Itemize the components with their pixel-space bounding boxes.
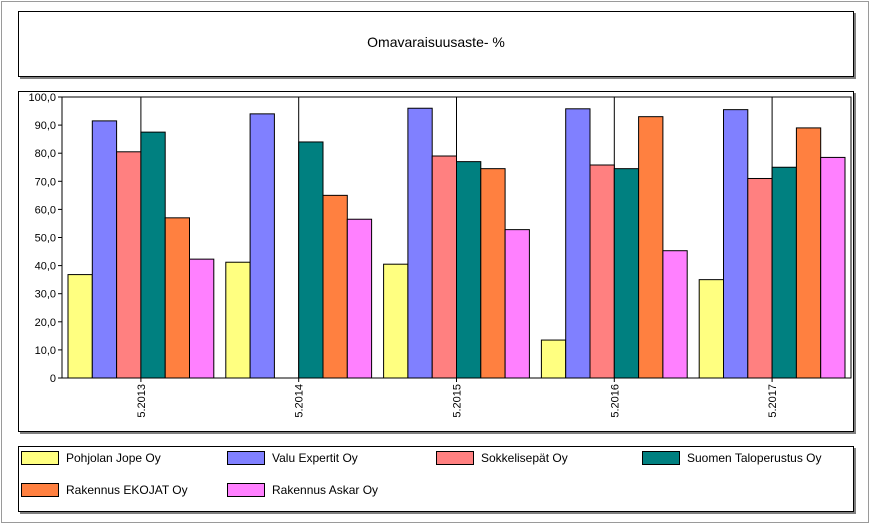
bar — [771, 166, 797, 379]
bar — [346, 218, 373, 379]
legend-swatch — [227, 451, 265, 465]
bar — [456, 161, 482, 379]
bar — [795, 127, 822, 379]
y-tick-label: 20,0 — [35, 317, 56, 329]
legend-swatch — [21, 451, 59, 465]
bar — [189, 258, 215, 379]
bar — [383, 263, 409, 379]
y-tick-label: 30,0 — [35, 289, 56, 301]
legend-label: Rakennus Askar Oy — [272, 483, 379, 497]
bar — [298, 141, 324, 379]
bar-chart: 0 10,0 20,0 30,0 40,0 50,0 60,0 70,0 80,0 90,0 100… — [28, 92, 852, 418]
legend-swatch — [21, 483, 59, 497]
bar — [249, 113, 275, 379]
bar — [322, 194, 348, 379]
bar — [613, 168, 640, 379]
legend-item: Pohjolan Jope Oy — [21, 449, 161, 467]
legend-item: Sokkelisepät Oy — [436, 449, 568, 467]
legend-label: Rakennus EKOJAT Oy — [66, 483, 188, 497]
bar — [820, 156, 846, 379]
bar — [431, 155, 458, 379]
legend-label: Sokkelisepät Oy — [481, 451, 568, 465]
legend-item: Suomen Taloperustus Oy — [642, 449, 822, 467]
bar — [723, 109, 749, 379]
y-tick-label: 40,0 — [35, 261, 56, 273]
bar — [67, 274, 93, 379]
bar — [565, 108, 591, 379]
bar — [698, 279, 725, 379]
bar — [225, 261, 251, 379]
legend-item: Rakennus EKOJAT Oy — [21, 481, 188, 499]
y-tick-label: 80,0 — [35, 148, 56, 160]
legend-panel: Pohjolan Jope Oy Valu Expertit Oy Sokkelis… — [18, 446, 854, 512]
title-panel: Omavaraisuusaste- % — [18, 11, 854, 77]
y-tick-label: 100,0 — [28, 92, 56, 104]
bar — [116, 151, 142, 379]
bar — [638, 116, 664, 379]
y-tick-label: 0 — [50, 373, 56, 385]
bar — [480, 168, 506, 379]
y-tick-label: 50,0 — [35, 233, 56, 245]
legend-item: Rakennus Askar Oy — [227, 481, 378, 499]
x-tick-label: 5.2017 — [767, 384, 779, 418]
x-tick-label: 5.2016 — [609, 384, 621, 418]
bar — [407, 107, 433, 379]
legend-swatch — [436, 451, 474, 465]
bar — [662, 250, 688, 379]
bar — [91, 120, 118, 379]
legend-item: Valu Expertit Oy — [227, 449, 358, 467]
bar — [589, 164, 615, 379]
y-tick-label: 10,0 — [35, 345, 56, 357]
bar — [140, 131, 166, 379]
plot-panel: 0 10,0 20,0 30,0 40,0 50,0 60,0 70,0 80,0 90,0 100… — [18, 91, 854, 432]
bar — [504, 229, 530, 379]
y-tick-label: 90,0 — [35, 120, 56, 132]
chart-title: Omavaraisuusaste- % — [367, 34, 505, 50]
bar — [747, 177, 773, 379]
legend-swatch — [642, 451, 680, 465]
legend-swatch — [227, 483, 265, 497]
bar — [540, 339, 567, 379]
x-tick-label: 5.2015 — [452, 384, 464, 418]
bar — [164, 217, 190, 379]
x-tick-label: 5.2013 — [136, 384, 148, 418]
legend-label: Pohjolan Jope Oy — [66, 451, 161, 465]
legend-label: Valu Expertit Oy — [272, 451, 358, 465]
y-tick-label: 60,0 — [35, 204, 56, 216]
y-tick-label: 70,0 — [35, 176, 56, 188]
x-tick-label: 5.2014 — [294, 384, 306, 418]
legend-label: Suomen Taloperustus Oy — [687, 451, 822, 465]
